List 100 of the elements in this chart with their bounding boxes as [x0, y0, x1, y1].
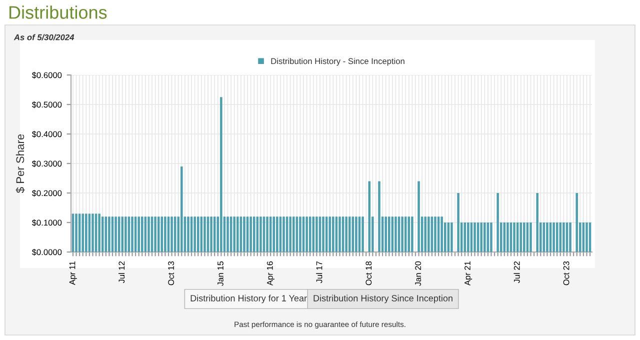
- bar: [384, 216, 387, 252]
- bar: [88, 214, 91, 252]
- bar: [164, 216, 166, 252]
- bar: [342, 216, 344, 252]
- bar: [378, 181, 380, 252]
- bar: [325, 216, 328, 252]
- y-tick-label: $0.6000: [32, 72, 62, 79]
- bar: [322, 216, 324, 252]
- bar: [108, 216, 110, 252]
- bar: [523, 222, 526, 252]
- bar: [170, 216, 173, 252]
- bar: [148, 216, 150, 252]
- text: Distribution History Since Inception: [314, 294, 452, 304]
- bar: [144, 216, 147, 252]
- bar: [352, 216, 354, 252]
- bar: [190, 216, 193, 252]
- bar: [282, 216, 285, 252]
- y-axis-title: $ Per Share: [16, 134, 25, 194]
- x-tick-label: Oct 18: [366, 261, 372, 286]
- bar: [240, 216, 242, 252]
- bar: [269, 216, 272, 252]
- bar: [104, 216, 108, 252]
- bar: [391, 216, 394, 252]
- text: Distribution History for 1 Year: [190, 294, 307, 304]
- chart-subtitle: As of 5/30/2024: [14, 34, 74, 40]
- bar: [134, 216, 137, 252]
- y-tick-label: $0.4000: [32, 130, 62, 138]
- bar: [94, 214, 98, 252]
- bar: [457, 193, 460, 252]
- bar: [141, 216, 144, 252]
- bar: [204, 216, 206, 252]
- bar: [404, 216, 407, 252]
- bar: [150, 216, 154, 252]
- bar: [92, 214, 94, 252]
- bar: [220, 97, 222, 252]
- bar: [348, 216, 351, 252]
- bar: [180, 166, 183, 252]
- bar: [496, 193, 499, 252]
- bar: [246, 216, 249, 252]
- bar: [276, 216, 278, 252]
- bar: [490, 222, 492, 252]
- bar: [302, 216, 305, 252]
- bar: [243, 216, 246, 252]
- bar: [252, 216, 256, 252]
- x-tick-label: Apr 16: [266, 261, 274, 286]
- bar: [289, 216, 292, 252]
- bar: [160, 216, 164, 252]
- bar: [213, 216, 216, 252]
- x-tick-label: Jul 17: [316, 261, 322, 284]
- bar: [318, 216, 322, 252]
- bar: [434, 216, 436, 252]
- bar: [121, 216, 124, 252]
- x-tick-label: Jan 20: [415, 261, 422, 286]
- bar: [286, 216, 288, 252]
- y-tick-label: $0.1000: [32, 219, 62, 226]
- bar: [355, 216, 358, 252]
- bar: [306, 216, 308, 252]
- bar: [332, 216, 334, 252]
- bar: [82, 214, 84, 252]
- x-tick-label: Jul 22: [514, 261, 520, 284]
- x-tick-label: Apr 21: [464, 261, 472, 286]
- bar: [569, 222, 572, 252]
- bar: [250, 216, 252, 252]
- bar: [345, 216, 348, 252]
- bar: [388, 216, 390, 252]
- bar: [131, 216, 134, 252]
- bar: [272, 216, 275, 252]
- bar: [506, 222, 509, 252]
- bar: [424, 216, 426, 252]
- bar: [401, 216, 404, 252]
- bar: [362, 216, 364, 252]
- bar: [210, 216, 212, 252]
- bar: [418, 181, 420, 252]
- bar: [335, 216, 338, 252]
- x-tick-label: Jan 15: [218, 261, 224, 286]
- bar: [316, 216, 318, 252]
- bar: [562, 222, 565, 252]
- x-tick-label: Oct 23: [563, 261, 570, 286]
- y-tick-label: $0.5000: [32, 101, 62, 108]
- bar: [138, 216, 140, 252]
- bar: [546, 222, 548, 252]
- y-tick-label: $0.0000: [32, 248, 62, 256]
- bar: [358, 216, 361, 252]
- bar: [194, 216, 196, 252]
- bar: [530, 222, 532, 252]
- bar: [75, 214, 78, 252]
- bar: [200, 216, 203, 252]
- bar: [128, 216, 130, 252]
- bar: [408, 216, 410, 252]
- x-tick-label: Apr 11: [69, 261, 77, 285]
- bar: [157, 216, 160, 252]
- bar: [233, 216, 236, 252]
- bar: [368, 181, 370, 252]
- bar: [101, 216, 104, 252]
- bar: [450, 222, 453, 252]
- bar: [266, 216, 268, 252]
- bar: [206, 216, 210, 252]
- bar: [474, 222, 476, 252]
- bar: [480, 222, 482, 252]
- bar: [118, 216, 120, 252]
